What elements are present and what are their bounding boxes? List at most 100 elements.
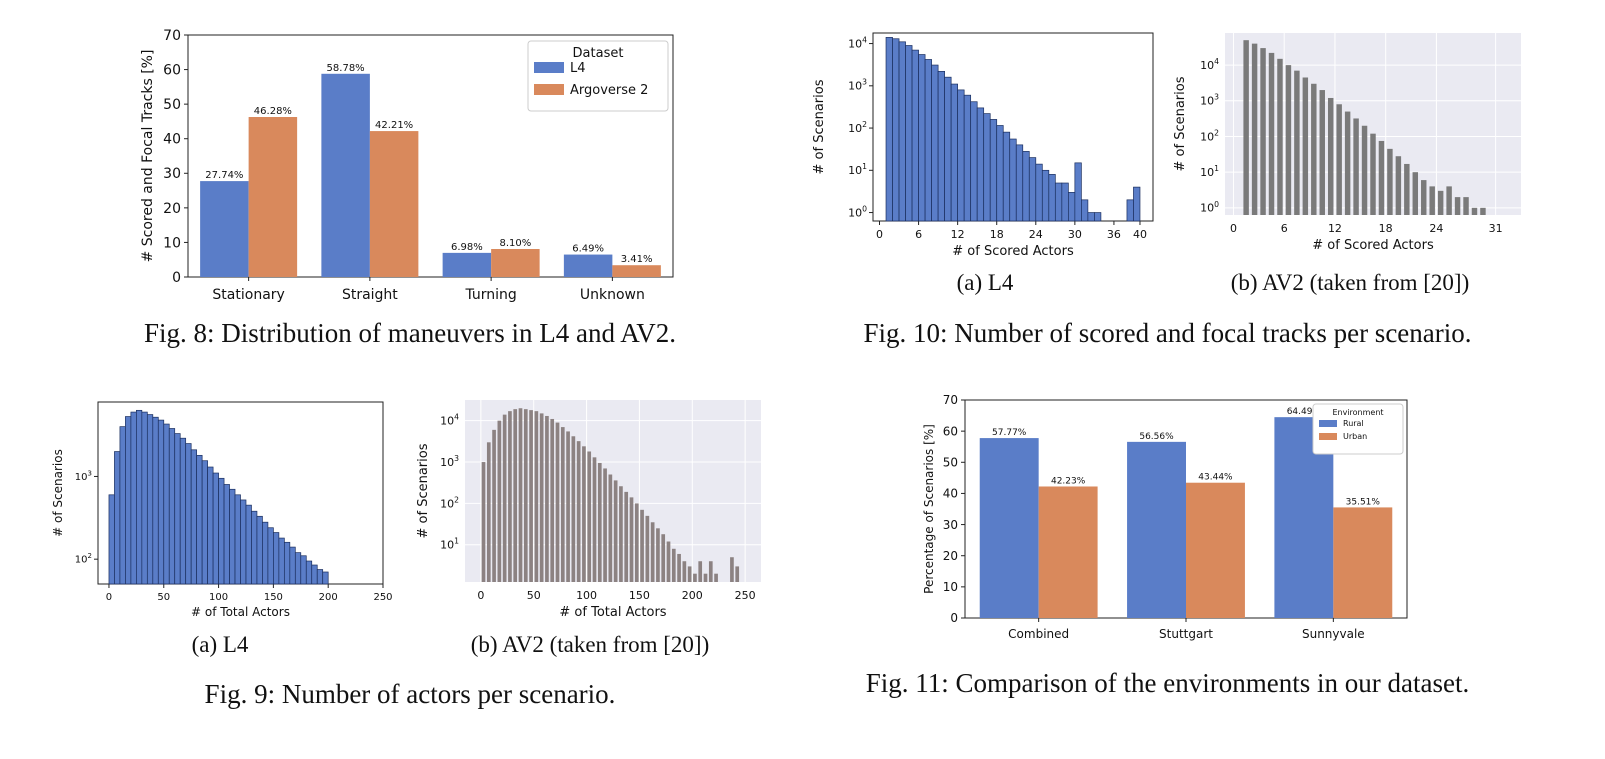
histogram-bar [492, 429, 496, 582]
histogram-bar [1454, 197, 1461, 215]
y-tick-label: 10 [163, 235, 181, 251]
data-label: 35.51% [1346, 497, 1381, 507]
y-tick-label: 103 [1200, 93, 1219, 108]
histogram-bar [316, 569, 324, 585]
histogram-bar [983, 113, 991, 222]
histogram-bar [1126, 199, 1134, 222]
y-tick-label: 70 [943, 393, 958, 407]
histogram-bar [1041, 169, 1050, 222]
histogram-bar [534, 411, 539, 582]
histogram-bar [1412, 172, 1419, 215]
fig9b-subcaption: (b) AV2 (taken from [20]) [470, 632, 710, 657]
histogram-bar [523, 409, 528, 582]
x-tick-label: Turning [464, 287, 516, 303]
histogram-bar [582, 446, 586, 582]
histogram-bar [207, 466, 214, 585]
histogram-bar [885, 37, 893, 222]
histogram-bar [136, 409, 143, 585]
histogram-bar [1327, 97, 1334, 215]
histogram-bar [240, 499, 247, 585]
data-label: 64.49% [1287, 407, 1322, 417]
histogram-bar [152, 416, 159, 585]
histogram-bar [1361, 125, 1368, 215]
y-tick-label: 60 [943, 424, 958, 438]
histogram-bar [603, 468, 607, 582]
fig9b-chart: 0 50 100 150 200 250 101 102 103 104 # of Total Ac… [416, 400, 761, 620]
histogram-bar [1429, 186, 1435, 215]
bar [248, 117, 298, 278]
x-tick-label: 18 [1379, 222, 1393, 235]
histogram-bar [1404, 163, 1410, 215]
histogram-bar [229, 488, 236, 585]
histogram-bar [566, 431, 570, 582]
data-label: 6.98% [451, 242, 483, 253]
histogram-bar [571, 436, 576, 582]
histogram-bar [294, 552, 302, 585]
histogram-bar [497, 420, 502, 582]
histogram-bar [1048, 174, 1056, 222]
x-tick-label: 50 [527, 589, 541, 602]
bar [1127, 441, 1186, 618]
histogram-bar [640, 509, 644, 582]
histogram-bar [1437, 190, 1444, 215]
x-tick-label: 100 [209, 592, 228, 603]
histogram-bar [576, 441, 581, 582]
data-label: 42.21% [375, 120, 413, 131]
histogram-bar [550, 418, 555, 582]
histogram-bar [645, 515, 650, 582]
data-label: 3.41% [621, 254, 653, 265]
x-tick-label: Stuttgart [1159, 627, 1213, 641]
histogram-bar [1054, 182, 1063, 222]
y-tick-label: 103 [75, 469, 92, 483]
y-tick-label: 102 [848, 120, 867, 135]
histogram-bar [1336, 104, 1342, 215]
histogram-bar [898, 41, 906, 222]
histogram-bar [262, 521, 269, 585]
histogram-bar [1277, 58, 1283, 216]
data-label: 43.44% [1198, 473, 1233, 483]
histogram-bar [629, 497, 634, 582]
histogram-bar [234, 494, 241, 585]
fig8-chart: 0 10 20 30 40 50 60 70 Stationary 27.74% 46.28% Str… [140, 28, 674, 303]
bar [200, 181, 249, 277]
y-tick-label: 102 [440, 495, 459, 510]
y-axis-label: # Scored and Focal Tracks [%] [140, 50, 156, 263]
histogram-bar [305, 560, 313, 585]
histogram-bar [613, 480, 618, 582]
legend-swatch [1319, 433, 1337, 440]
histogram-bar [1251, 43, 1258, 215]
x-axis-label: # of Scored Actors [1312, 238, 1434, 253]
bar [1333, 507, 1393, 618]
legend-entry: Rural [1343, 419, 1364, 428]
histogram-bar [251, 510, 258, 585]
histogram-bar [289, 546, 296, 585]
bar [369, 131, 419, 277]
histogram-bar [1015, 144, 1024, 222]
histogram-bar [666, 541, 671, 582]
histogram-bar [671, 548, 676, 582]
histogram-bar [196, 454, 203, 585]
histogram-bar [283, 541, 291, 585]
histogram-bar [125, 416, 132, 585]
y-tick-label: 0 [950, 611, 958, 625]
histogram-bar [608, 474, 613, 582]
histogram-bar [1028, 157, 1037, 222]
x-tick-label: 6 [1281, 222, 1288, 235]
histogram-bar [911, 49, 919, 222]
y-tick-label: 0 [172, 270, 181, 286]
y-tick-label: 103 [440, 454, 459, 469]
y-tick-label: 20 [163, 201, 181, 217]
histogram-bar [201, 460, 208, 585]
y-axis-label: # of Scenarios [416, 443, 431, 538]
x-tick-label: 40 [1133, 228, 1147, 241]
histogram-bar [1421, 180, 1427, 215]
y-axis-label: Percentage of Scenarios [%] [922, 424, 936, 594]
histogram-bar [918, 54, 926, 222]
histogram-bar [1061, 182, 1069, 222]
histogram-bar [1268, 52, 1275, 215]
x-tick-label: 250 [735, 589, 756, 602]
histogram-bar [1446, 186, 1452, 215]
histogram-bar [267, 527, 274, 585]
histogram-bar [624, 491, 629, 582]
histogram-bar [656, 528, 660, 582]
